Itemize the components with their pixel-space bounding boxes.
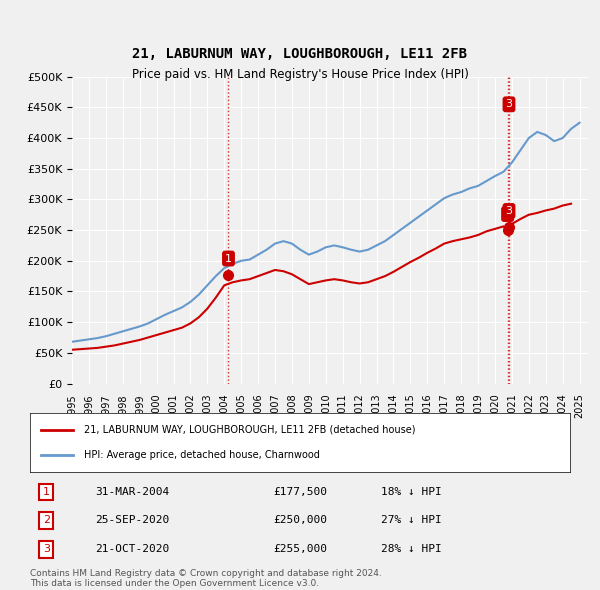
Text: 18% ↓ HPI: 18% ↓ HPI bbox=[381, 487, 442, 497]
Text: 25-SEP-2020: 25-SEP-2020 bbox=[95, 515, 169, 525]
Text: 27% ↓ HPI: 27% ↓ HPI bbox=[381, 515, 442, 525]
Text: 1: 1 bbox=[43, 487, 50, 497]
Text: £250,000: £250,000 bbox=[273, 515, 327, 525]
Text: £177,500: £177,500 bbox=[273, 487, 327, 497]
Text: Contains HM Land Registry data © Crown copyright and database right 2024.: Contains HM Land Registry data © Crown c… bbox=[30, 569, 382, 578]
Text: 21-OCT-2020: 21-OCT-2020 bbox=[95, 545, 169, 555]
Text: Price paid vs. HM Land Registry's House Price Index (HPI): Price paid vs. HM Land Registry's House … bbox=[131, 68, 469, 81]
Text: 31-MAR-2004: 31-MAR-2004 bbox=[95, 487, 169, 497]
Text: 28% ↓ HPI: 28% ↓ HPI bbox=[381, 545, 442, 555]
Text: 3: 3 bbox=[505, 99, 512, 109]
Text: This data is licensed under the Open Government Licence v3.0.: This data is licensed under the Open Gov… bbox=[30, 579, 319, 588]
Text: 21, LABURNUM WAY, LOUGHBOROUGH, LE11 2FB (detached house): 21, LABURNUM WAY, LOUGHBOROUGH, LE11 2FB… bbox=[84, 425, 415, 434]
Text: 3: 3 bbox=[43, 545, 50, 555]
Text: HPI: Average price, detached house, Charnwood: HPI: Average price, detached house, Char… bbox=[84, 451, 320, 460]
Text: 2: 2 bbox=[504, 209, 511, 219]
Text: 1: 1 bbox=[225, 254, 232, 264]
Text: 3: 3 bbox=[505, 206, 512, 216]
Text: 2: 2 bbox=[43, 515, 50, 525]
Text: £255,000: £255,000 bbox=[273, 545, 327, 555]
Text: 21, LABURNUM WAY, LOUGHBOROUGH, LE11 2FB: 21, LABURNUM WAY, LOUGHBOROUGH, LE11 2FB bbox=[133, 47, 467, 61]
